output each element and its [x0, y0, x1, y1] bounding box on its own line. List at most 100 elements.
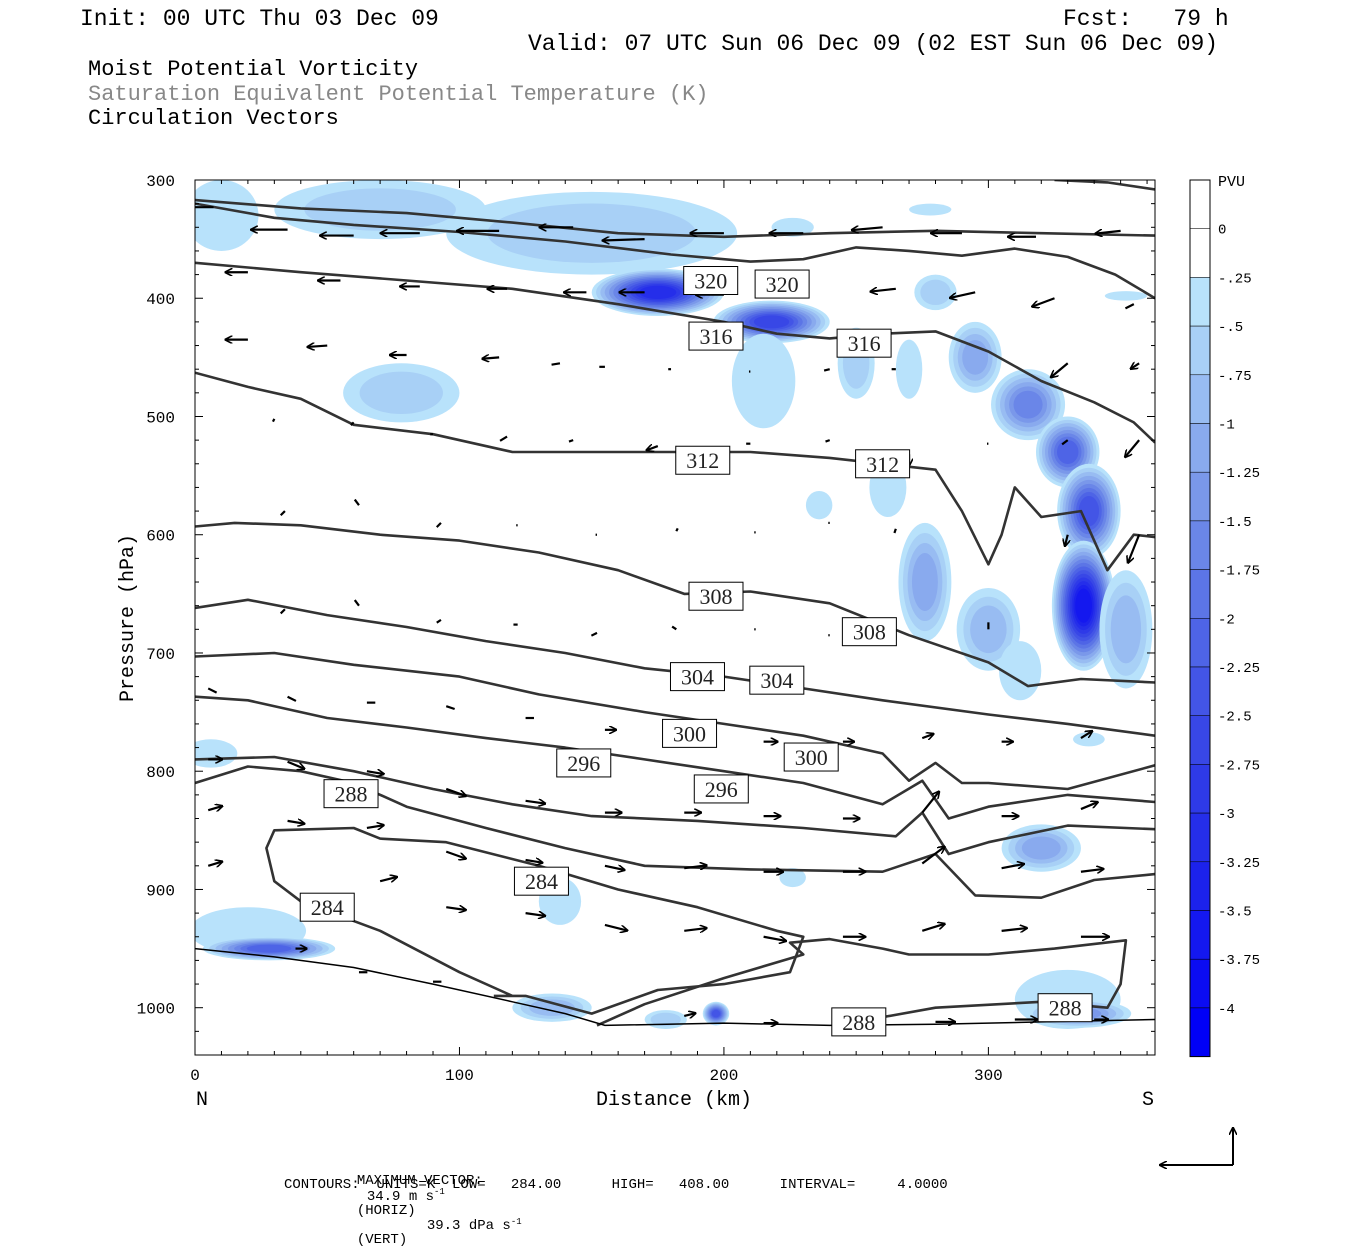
pv-region-30	[645, 1010, 687, 1029]
vector-arrow	[852, 227, 883, 230]
x-tick-label: 100	[445, 1067, 474, 1085]
pv-region-36	[200, 214, 221, 228]
pv-region-7	[896, 340, 922, 399]
vert-tag: (VERT)	[357, 1232, 407, 1248]
colorbar-swatch	[1190, 472, 1210, 521]
vector-arrow	[1081, 802, 1098, 809]
vector-arrow	[446, 852, 466, 859]
colorbar-level-label: -1.25	[1218, 466, 1260, 482]
colorbar-level-label: -.5	[1218, 320, 1243, 336]
colorbar-swatch	[1190, 521, 1210, 570]
colorbar-level-label: -.75	[1218, 369, 1252, 385]
vector-arrow	[672, 627, 676, 630]
contour-label: 320	[684, 267, 738, 295]
colorbar-swatch	[1190, 959, 1210, 1008]
colorbar-swatch	[1190, 1008, 1210, 1057]
contour-label-text: 316	[699, 324, 732, 349]
colorbar-swatch	[1190, 180, 1210, 229]
horiz-tag: (HORIZ)	[357, 1203, 416, 1219]
pv-region-8	[343, 363, 459, 422]
colorbar-level-label: -2.75	[1218, 758, 1260, 774]
pv-shade	[1057, 440, 1079, 464]
pv-shade	[1022, 836, 1061, 859]
vector-arrow	[446, 907, 466, 910]
y-axis-title: Pressure (hPa)	[117, 534, 140, 702]
contour-label: 284	[514, 867, 568, 895]
colorbar-swatch	[1190, 862, 1210, 911]
vector-arrow	[288, 821, 305, 824]
contour-label: 304	[670, 663, 724, 691]
vector-arrow	[1032, 298, 1054, 306]
colorbar-swatch	[1190, 667, 1210, 716]
vector-arrow	[1002, 928, 1027, 931]
contour-label: 296	[694, 775, 748, 803]
contour-label-text: 288	[842, 1010, 875, 1035]
colorbar-swatch	[1190, 570, 1210, 619]
vector-arrow	[676, 528, 677, 531]
colorbar-level-label: -1.75	[1218, 564, 1260, 580]
vector-arrow	[1125, 304, 1133, 308]
vector-arrow	[281, 511, 285, 515]
contour-label: 308	[689, 582, 743, 610]
pv-region-20	[806, 491, 832, 519]
vector-arrow	[647, 446, 658, 450]
vector-arrow	[437, 620, 441, 623]
vector-arrow	[308, 346, 328, 347]
contour-label-text: 304	[681, 665, 714, 690]
pv-shade	[1111, 595, 1141, 663]
contour-label: 316	[837, 329, 891, 357]
y-tick-label: 300	[146, 173, 175, 191]
contour-label-text: 284	[311, 895, 344, 920]
colorbar-level-label: -4	[1218, 1002, 1235, 1018]
vector-arrow	[482, 357, 499, 358]
contour-label-text: 300	[673, 721, 706, 746]
y-tick-label: 600	[146, 528, 175, 546]
contour-label-text: 296	[567, 751, 600, 776]
colorbar-level-label: 0	[1218, 223, 1226, 239]
pv-shade	[806, 491, 832, 519]
x-tick-label: 300	[974, 1067, 1003, 1085]
contour-label: 284	[300, 893, 354, 921]
vector-arrow	[603, 239, 645, 240]
vector-arrow	[208, 862, 222, 866]
colorbar-level-label: -3.5	[1218, 905, 1252, 921]
contour-label: 312	[676, 446, 730, 474]
colorbar-level-label: -.25	[1218, 271, 1252, 287]
pv-region-18	[999, 641, 1041, 700]
x-axis-right-end-label: S	[1142, 1089, 1154, 1112]
colorbar-swatch	[1190, 277, 1210, 326]
contour-label-text: 300	[795, 745, 828, 770]
colorbar-swatch	[1190, 764, 1210, 813]
contour-label: 288	[324, 780, 378, 808]
x-tick-label: 0	[190, 1067, 200, 1085]
vector-arrow	[1095, 231, 1120, 234]
colorbar-level-label: -1	[1218, 418, 1235, 434]
colorbar-level-label: -2	[1218, 612, 1235, 628]
contour-label-text: 284	[525, 869, 558, 894]
max-vector-line: MAXIMUM VECTOR: 34.9 m s-1 (HORIZ) 39.3 …	[340, 1160, 522, 1247]
pv-shade	[247, 945, 292, 953]
pv-region-9	[914, 275, 956, 310]
vector-arrow	[500, 437, 507, 441]
vector-arrow	[569, 440, 573, 441]
contour-label: 288	[1038, 994, 1092, 1022]
contour-label: 296	[557, 749, 611, 777]
contour-label: 320	[755, 270, 809, 298]
pv-shade	[1014, 391, 1043, 419]
vector-arrow	[684, 1013, 695, 1016]
vector-arrow	[437, 523, 441, 527]
vector-arrow	[1125, 440, 1139, 457]
contour-label: 308	[842, 618, 896, 646]
pv-shade	[1075, 589, 1092, 623]
pv-shade	[754, 315, 789, 328]
pv-shade	[999, 641, 1041, 700]
contour-line-2	[1055, 180, 1156, 190]
colorbar-swatch	[1190, 424, 1210, 473]
pv-region-33	[1105, 291, 1147, 300]
pv-region-0	[184, 180, 258, 251]
colorbar-swatch	[1190, 229, 1210, 278]
x-axis-title: Distance (km)	[596, 1089, 752, 1112]
vector-arrow	[1081, 869, 1103, 872]
colorbar-level-label: -3	[1218, 807, 1235, 823]
pv-shade	[184, 739, 237, 767]
